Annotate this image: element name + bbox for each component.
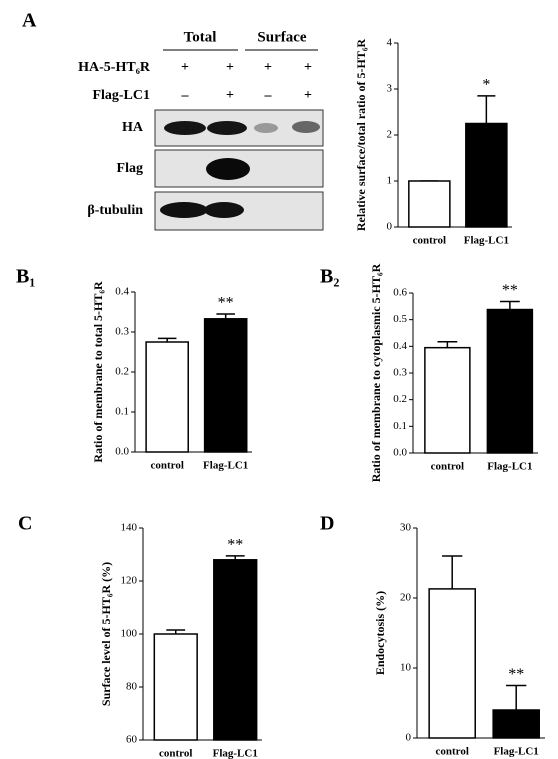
y-tick-label: 0.0	[115, 446, 129, 458]
y-tick-label: 0.1	[393, 420, 407, 432]
blot-band-label: β-tubulin	[87, 203, 143, 218]
blot-group: Total	[184, 29, 217, 45]
x-tick-label: Flag-LC1	[464, 235, 509, 247]
y-tick-label: 100	[121, 628, 138, 640]
blot-band-label: HA	[122, 120, 144, 135]
bar	[153, 633, 198, 741]
y-tick-label: 3	[387, 83, 393, 95]
y-axis-label: Endocytosis (%)	[373, 591, 387, 675]
y-tick-label: 30	[400, 522, 412, 534]
panel-label: D	[320, 513, 334, 535]
significance: **	[508, 666, 524, 683]
x-tick-label: control	[431, 461, 464, 473]
y-tick-label: 80	[126, 681, 138, 693]
panel-label: B₁	[16, 266, 35, 288]
blot-band	[164, 121, 206, 135]
y-axis-label: Ratio of membrane to cytoplasmic 5-HT₆R	[369, 263, 383, 482]
y-tick-label: 0.4	[393, 340, 407, 352]
blot-row-label: Flag-LC1	[92, 88, 150, 103]
y-tick-label: 0.3	[115, 326, 129, 338]
x-tick-label: Flag-LC1	[487, 461, 532, 473]
blot-sign: +	[181, 60, 189, 75]
panel-label: B₂	[320, 266, 339, 288]
y-tick-label: 0.2	[393, 393, 407, 405]
y-tick-label: 0.4	[115, 286, 129, 298]
bar	[486, 308, 534, 454]
y-tick-label: 140	[121, 522, 138, 534]
blot-band-label: Flag	[117, 161, 143, 176]
blot-group: Surface	[257, 29, 306, 45]
y-tick-label: 0.6	[393, 287, 407, 299]
x-tick-label: control	[150, 460, 183, 472]
y-tick-label: 10	[400, 662, 412, 674]
x-tick-label: control	[413, 235, 446, 247]
blot-band	[204, 202, 244, 218]
blot-band	[160, 202, 208, 218]
x-tick-label: Flag-LC1	[213, 748, 258, 759]
y-tick-label: 0	[406, 732, 412, 744]
y-tick-label: 20	[400, 592, 412, 604]
blot-sign: +	[226, 88, 234, 103]
panel-label: C	[18, 513, 32, 535]
blot-band	[254, 123, 278, 133]
y-tick-label: 0.0	[393, 447, 407, 459]
x-tick-label: control	[159, 748, 192, 759]
blot-sign: +	[264, 60, 272, 75]
significance: **	[227, 536, 243, 553]
x-tick-label: control	[435, 746, 468, 758]
bar	[424, 346, 471, 454]
y-tick-label: 60	[126, 734, 138, 746]
bar	[213, 559, 258, 741]
bar	[465, 122, 508, 228]
panel-label: A	[22, 10, 37, 32]
bar	[428, 588, 476, 739]
blot-sign: –	[181, 88, 190, 103]
y-axis-label: Surface level of 5-HT₆R (%)	[99, 562, 113, 706]
blot-sign: +	[226, 60, 234, 75]
y-tick-label: 4	[387, 37, 393, 49]
x-tick-label: Flag-LC1	[203, 460, 248, 472]
bar	[408, 180, 451, 228]
y-tick-label: 0.2	[115, 366, 129, 378]
blot-band	[206, 158, 250, 180]
y-axis-label: Ratio of membrane to total 5-HT₆R	[91, 281, 105, 463]
y-tick-label: 2	[387, 129, 393, 141]
blot-sign: –	[264, 88, 273, 103]
blot-row-label: HA-5-HT₆R	[78, 60, 151, 75]
y-tick-label: 0.5	[393, 313, 407, 325]
significance: *	[482, 77, 490, 94]
x-tick-label: Flag-LC1	[494, 746, 539, 758]
y-tick-label: 0	[387, 221, 393, 233]
y-tick-label: 120	[121, 575, 138, 587]
y-tick-label: 0.1	[115, 406, 129, 418]
bar	[203, 318, 248, 453]
y-axis-label: Relative surface/total ratio of 5-HT₆R	[354, 39, 368, 232]
y-tick-label: 1	[387, 175, 393, 187]
significance: **	[218, 295, 234, 312]
blot-sign: +	[304, 88, 312, 103]
y-tick-label: 0.3	[393, 367, 407, 379]
bar	[145, 341, 189, 453]
bar	[492, 709, 540, 739]
blot-sign: +	[304, 60, 312, 75]
significance: **	[502, 282, 518, 299]
blot-band	[207, 121, 247, 135]
blot-band	[292, 121, 320, 133]
